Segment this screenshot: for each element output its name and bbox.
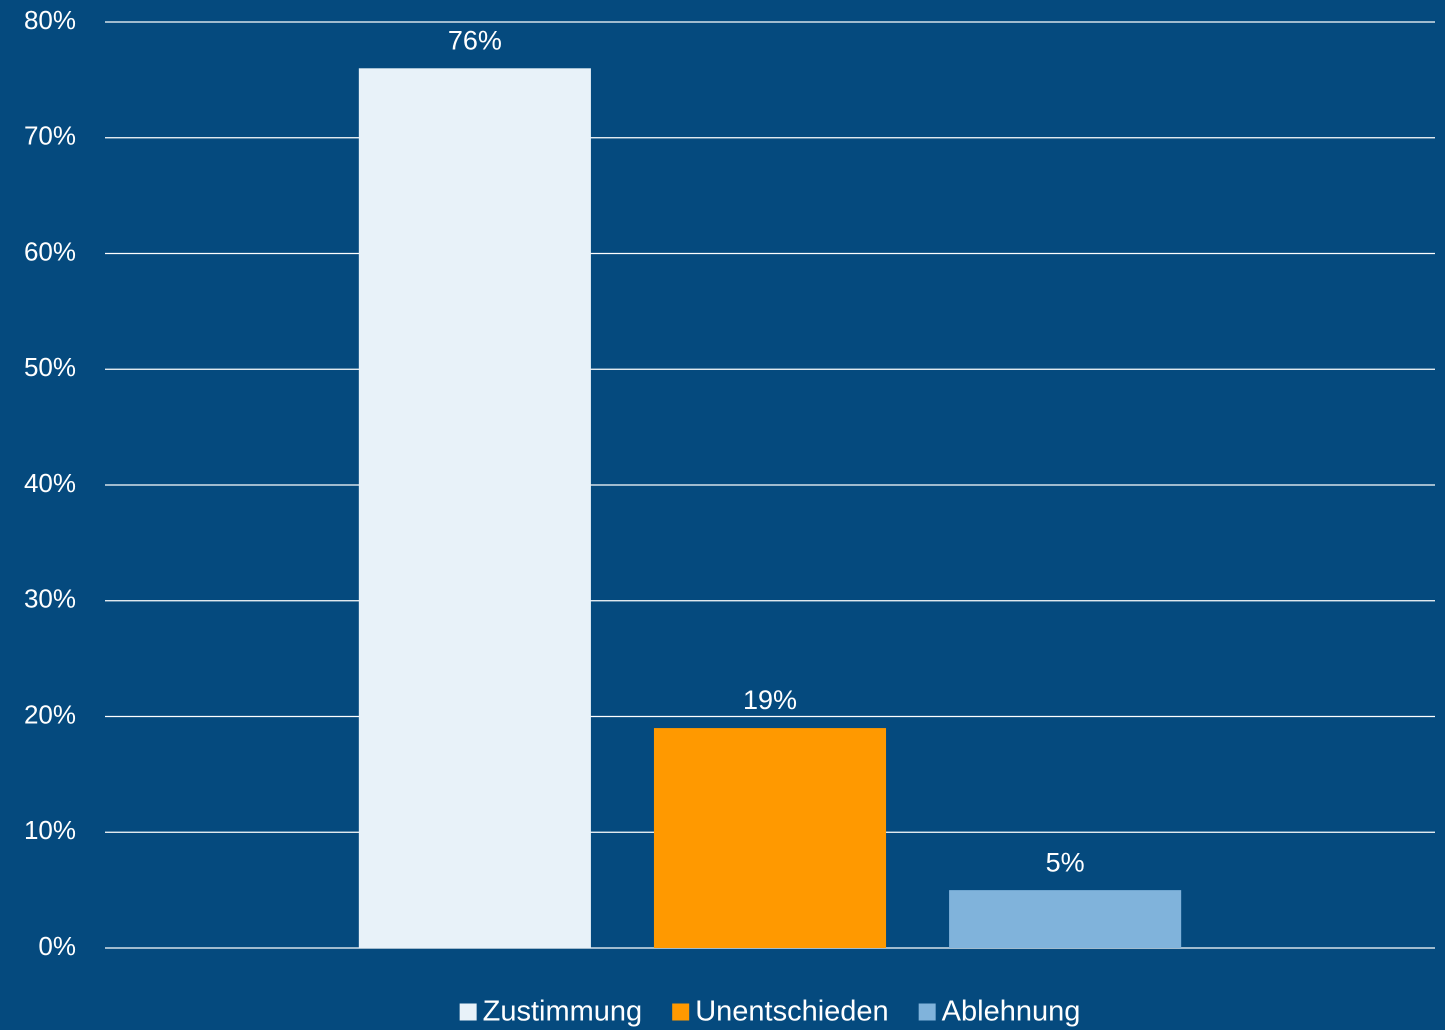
y-tick-label: 80% (24, 5, 76, 35)
value-label: 5% (1046, 847, 1085, 877)
legend-label: Zustimmung (483, 996, 643, 1028)
y-tick-label: 20% (24, 699, 76, 729)
bar (653, 728, 887, 948)
y-tick-label: 10% (24, 815, 76, 845)
bar (358, 68, 591, 949)
y-tick-label: 0% (38, 931, 76, 961)
y-tick-label: 50% (24, 352, 76, 382)
value-label: 76% (448, 25, 502, 55)
y-tick-label: 70% (24, 121, 76, 151)
y-tick-label: 40% (24, 468, 76, 498)
legend-swatch (918, 1003, 936, 1021)
y-tick-label: 60% (24, 236, 76, 266)
legend-swatch (672, 1003, 690, 1021)
value-label: 19% (743, 685, 797, 715)
legend-swatch (459, 1003, 477, 1021)
legend-label: Unentschieden (695, 996, 888, 1028)
legend-label: Ablehnung (942, 996, 1081, 1028)
y-tick-label: 30% (24, 584, 76, 614)
bar (949, 890, 1182, 948)
